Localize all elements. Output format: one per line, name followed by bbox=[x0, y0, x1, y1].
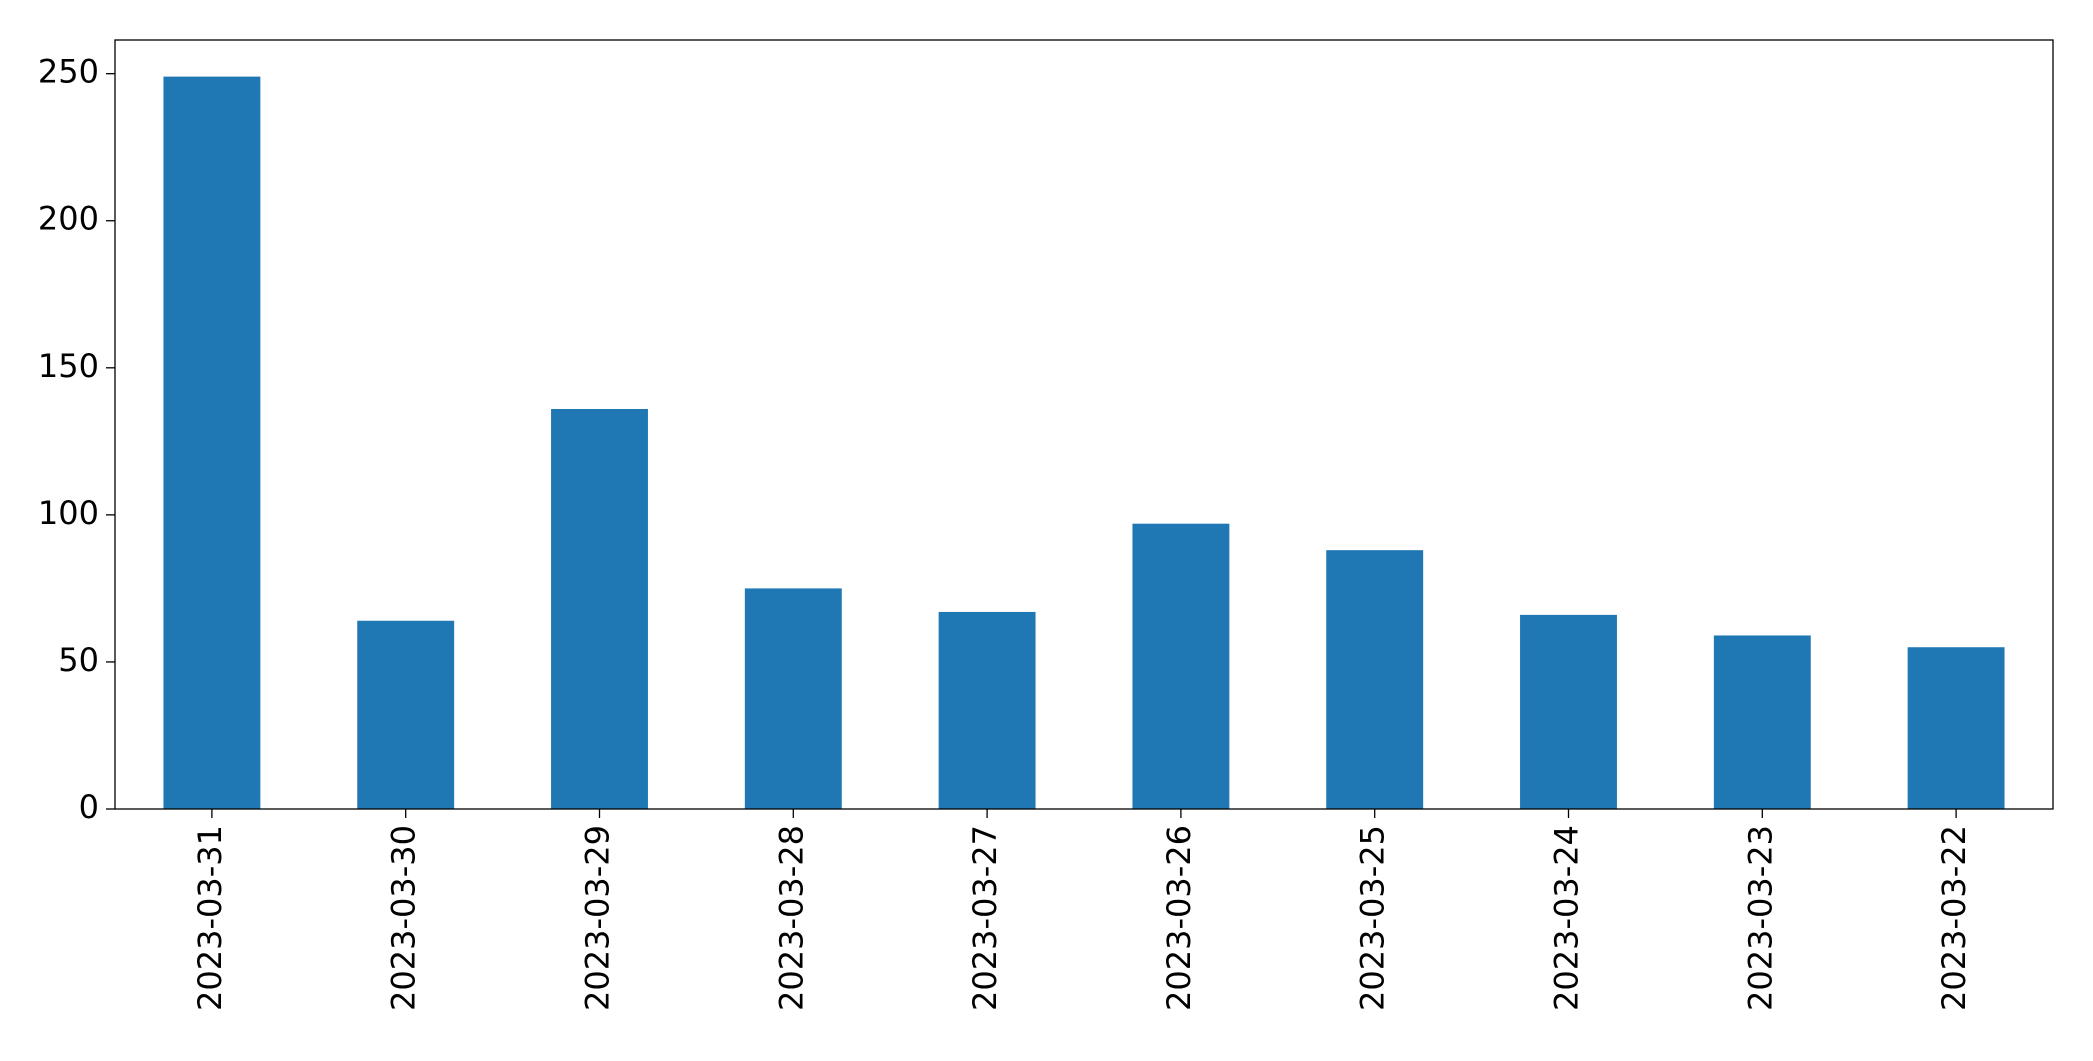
bar bbox=[357, 620, 455, 809]
y-tick-label: 200 bbox=[38, 200, 99, 238]
x-tick-label: 2023-03-25 bbox=[1354, 825, 1392, 1011]
y-tick-label: 50 bbox=[58, 641, 99, 679]
x-tick-label: 2023-03-22 bbox=[1935, 825, 1973, 1011]
bar bbox=[1132, 523, 1230, 809]
bar bbox=[744, 588, 842, 809]
y-tick-label: 250 bbox=[38, 53, 99, 91]
bar bbox=[551, 408, 648, 809]
x-tick-label: 2023-03-28 bbox=[772, 825, 810, 1011]
bar bbox=[1713, 635, 1811, 809]
bar bbox=[1907, 647, 2005, 809]
bar bbox=[938, 611, 1036, 809]
bar bbox=[1326, 550, 1424, 809]
bar bbox=[1520, 614, 1617, 809]
x-tick-label: 2023-03-30 bbox=[385, 825, 423, 1011]
plot-frame bbox=[114, 39, 2054, 810]
x-tick-label: 2023-03-26 bbox=[1160, 825, 1198, 1011]
x-tick-label: 2023-03-29 bbox=[579, 825, 617, 1011]
x-tick-label: 2023-03-31 bbox=[191, 825, 229, 1011]
y-tick-label: 0 bbox=[79, 788, 99, 826]
y-tick-label: 150 bbox=[38, 347, 99, 385]
y-tick-label: 100 bbox=[38, 494, 99, 532]
x-tick-label: 2023-03-27 bbox=[966, 825, 1004, 1011]
x-tick-label: 2023-03-23 bbox=[1741, 825, 1779, 1011]
x-tick-label: 2023-03-24 bbox=[1548, 825, 1586, 1011]
bar bbox=[163, 76, 261, 810]
